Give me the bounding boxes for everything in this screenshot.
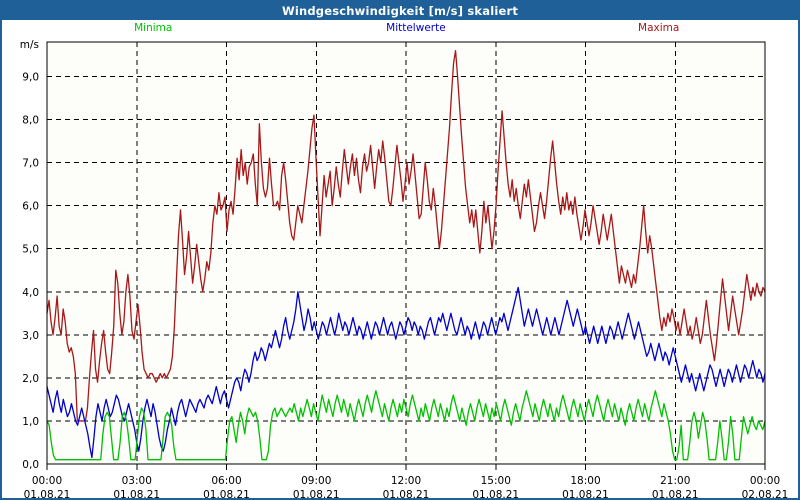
y-axis-tick-label: 4,0: [22, 287, 39, 299]
plot-frame-overlay: [46, 41, 766, 465]
y-axis-tick-label: 0,0: [22, 459, 39, 471]
series-line-maxima: [46, 49, 766, 422]
x-axis-date-label: 01.08.21: [293, 489, 340, 498]
x-axis-time-label: 21:00: [660, 475, 690, 487]
y-axis-unit-label: m/s: [20, 39, 39, 51]
y-axis-tick-label: 8,0: [22, 115, 39, 127]
page-title: Windgeschwindigkeit [m/s] skaliert: [281, 4, 519, 18]
x-axis-date-label: 01.08.21: [113, 489, 160, 498]
y-axis-tick-label: 9,0: [22, 71, 39, 83]
y-axis-tick-label: 7,0: [22, 158, 39, 170]
x-axis-date-label: 01.08.21: [652, 489, 699, 498]
x-axis-time-label: 06:00: [211, 475, 241, 487]
y-axis-tick-label: 2,0: [22, 373, 39, 385]
x-axis-time-label: 00:00: [750, 475, 780, 487]
chart-legend: Minima Mittelwerte Maxima: [2, 22, 798, 38]
x-axis-date-label: 01.08.21: [562, 489, 609, 498]
y-axis-tick-label: 3,0: [22, 330, 39, 342]
series-line-minima: [46, 390, 766, 461]
legend-item-mittelwerte: Mittelwerte: [386, 22, 446, 34]
x-axis-date-label: 01.08.21: [383, 489, 430, 498]
window-title-bar: Windgeschwindigkeit [m/s] skaliert: [2, 2, 798, 20]
legend-item-maxima: Maxima: [638, 22, 680, 34]
x-axis-date-label: 01.08.21: [24, 489, 71, 498]
x-axis-date-label: 02.08.21: [742, 489, 789, 498]
x-axis-time-label: 03:00: [122, 475, 152, 487]
y-axis-tick-label: 1,0: [22, 416, 39, 428]
y-axis-tick-label: 6,0: [22, 201, 39, 213]
x-axis-time-label: 15:00: [481, 475, 511, 487]
x-axis-time-label: 09:00: [301, 475, 331, 487]
legend-item-minima: Minima: [134, 22, 173, 34]
x-axis-date-label: 01.08.21: [472, 489, 519, 498]
y-axis-tick-label: 5,0: [22, 244, 39, 256]
x-axis-date-label: 01.08.21: [203, 489, 250, 498]
x-axis-time-label: 18:00: [570, 475, 600, 487]
x-axis-time-label: 00:00: [32, 475, 62, 487]
series-line-mittelwerte: [46, 286, 766, 459]
x-axis-time-label: 12:00: [391, 475, 421, 487]
